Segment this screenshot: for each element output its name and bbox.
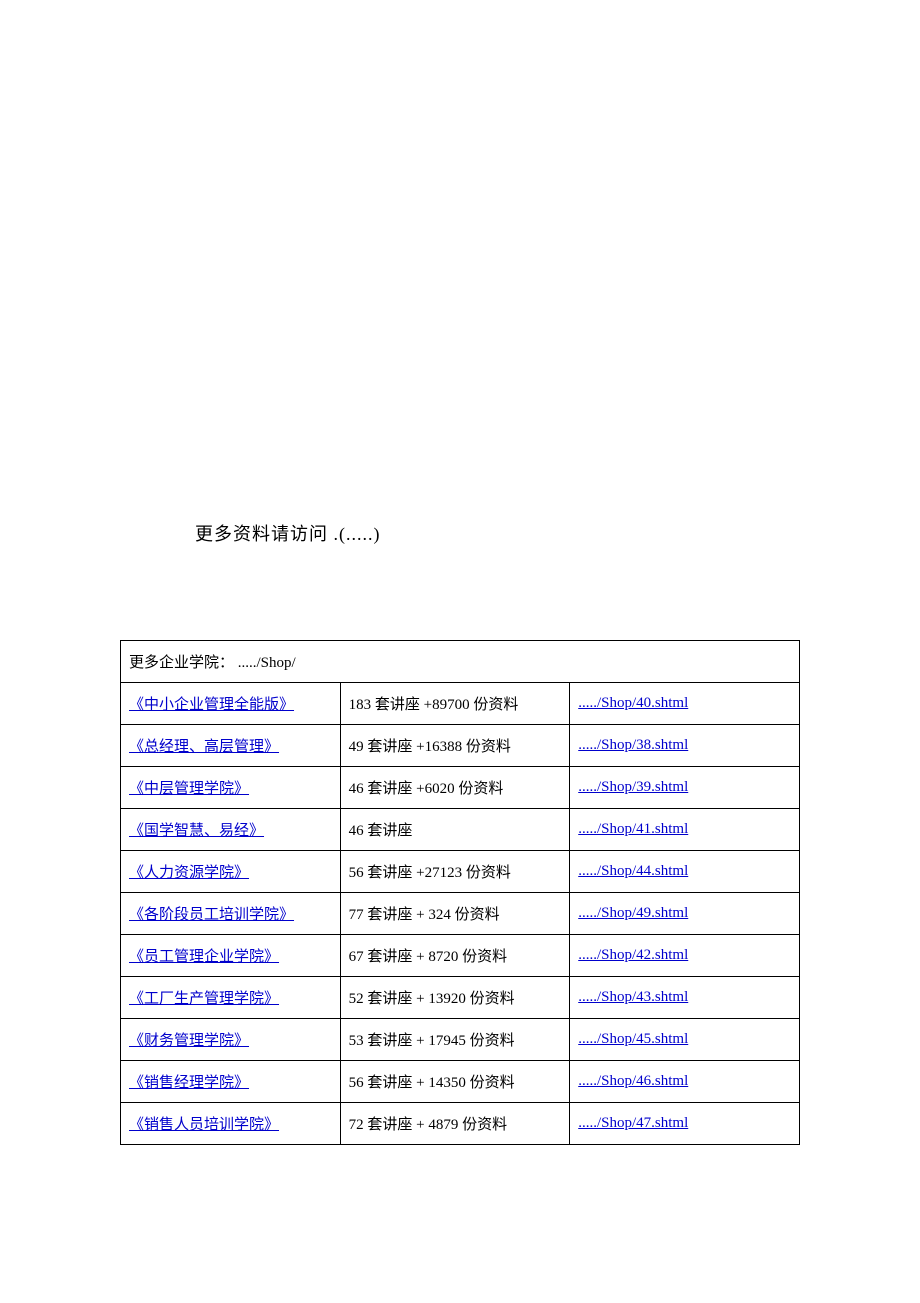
course-table-container: 更多企业学院： ...../Shop/ 《中小企业管理全能版》 183 套讲座 … [120, 640, 800, 1145]
url-link[interactable]: ...../Shop/49.shtml [578, 905, 688, 921]
course-name-cell: 《中层管理学院》 [121, 767, 341, 809]
course-url-cell: ...../Shop/49.shtml [570, 893, 800, 935]
course-url-cell: ...../Shop/47.shtml [570, 1103, 800, 1145]
table-header-row: 更多企业学院： ...../Shop/ [121, 641, 800, 683]
course-table: 更多企业学院： ...../Shop/ 《中小企业管理全能版》 183 套讲座 … [120, 640, 800, 1145]
table-row: 《员工管理企业学院》 67 套讲座 + 8720 份资料 ...../Shop/… [121, 935, 800, 977]
course-url-cell: ...../Shop/41.shtml [570, 809, 800, 851]
table-row: 《中层管理学院》 46 套讲座 +6020 份资料 ...../Shop/39.… [121, 767, 800, 809]
table-row: 《国学智慧、易经》 46 套讲座 ...../Shop/41.shtml [121, 809, 800, 851]
url-link[interactable]: ...../Shop/46.shtml [578, 1073, 688, 1089]
course-url-cell: ...../Shop/44.shtml [570, 851, 800, 893]
course-description-cell: 53 套讲座 + 17945 份资料 [340, 1019, 570, 1061]
course-link[interactable]: 《中小企业管理全能版》 [129, 697, 294, 713]
course-url-cell: ...../Shop/38.shtml [570, 725, 800, 767]
course-link[interactable]: 《总经理、高层管理》 [129, 739, 279, 755]
course-description-cell: 46 套讲座 +6020 份资料 [340, 767, 570, 809]
course-link[interactable]: 《中层管理学院》 [129, 781, 249, 797]
course-description-cell: 56 套讲座 +27123 份资料 [340, 851, 570, 893]
course-url-cell: ...../Shop/46.shtml [570, 1061, 800, 1103]
url-link[interactable]: ...../Shop/40.shtml [578, 695, 688, 711]
url-link[interactable]: ...../Shop/42.shtml [578, 947, 688, 963]
course-name-cell: 《销售人员培训学院》 [121, 1103, 341, 1145]
course-link[interactable]: 《财务管理学院》 [129, 1033, 249, 1049]
course-link[interactable]: 《各阶段员工培训学院》 [129, 907, 294, 923]
course-link[interactable]: 《销售人员培训学院》 [129, 1117, 279, 1133]
course-description-cell: 77 套讲座 + 324 份资料 [340, 893, 570, 935]
course-name-cell: 《总经理、高层管理》 [121, 725, 341, 767]
course-link[interactable]: 《工厂生产管理学院》 [129, 991, 279, 1007]
course-link[interactable]: 《人力资源学院》 [129, 865, 249, 881]
course-link[interactable]: 《销售经理学院》 [129, 1075, 249, 1091]
table-row: 《销售人员培训学院》 72 套讲座 + 4879 份资料 ...../Shop/… [121, 1103, 800, 1145]
course-description-cell: 183 套讲座 +89700 份资料 [340, 683, 570, 725]
table-row: 《财务管理学院》 53 套讲座 + 17945 份资料 ...../Shop/4… [121, 1019, 800, 1061]
course-name-cell: 《人力资源学院》 [121, 851, 341, 893]
course-link[interactable]: 《员工管理企业学院》 [129, 949, 279, 965]
course-description-cell: 72 套讲座 + 4879 份资料 [340, 1103, 570, 1145]
course-name-cell: 《财务管理学院》 [121, 1019, 341, 1061]
course-name-cell: 《中小企业管理全能版》 [121, 683, 341, 725]
url-link[interactable]: ...../Shop/45.shtml [578, 1031, 688, 1047]
course-name-cell: 《工厂生产管理学院》 [121, 977, 341, 1019]
table-header-cell: 更多企业学院： ...../Shop/ [121, 641, 800, 683]
course-description-cell: 49 套讲座 +16388 份资料 [340, 725, 570, 767]
url-link[interactable]: ...../Shop/43.shtml [578, 989, 688, 1005]
table-row: 《工厂生产管理学院》 52 套讲座 + 13920 份资料 ...../Shop… [121, 977, 800, 1019]
course-name-cell: 《国学智慧、易经》 [121, 809, 341, 851]
url-link[interactable]: ...../Shop/44.shtml [578, 863, 688, 879]
course-description-cell: 46 套讲座 [340, 809, 570, 851]
header-text: 更多资料请访问 .(.....) [195, 520, 381, 546]
course-url-cell: ...../Shop/42.shtml [570, 935, 800, 977]
table-body: 《中小企业管理全能版》 183 套讲座 +89700 份资料 ...../Sho… [121, 683, 800, 1145]
table-row: 《总经理、高层管理》 49 套讲座 +16388 份资料 ...../Shop/… [121, 725, 800, 767]
url-link[interactable]: ...../Shop/41.shtml [578, 821, 688, 837]
course-url-cell: ...../Shop/39.shtml [570, 767, 800, 809]
table-row: 《中小企业管理全能版》 183 套讲座 +89700 份资料 ...../Sho… [121, 683, 800, 725]
table-row: 《销售经理学院》 56 套讲座 + 14350 份资料 ...../Shop/4… [121, 1061, 800, 1103]
course-name-cell: 《员工管理企业学院》 [121, 935, 341, 977]
course-link[interactable]: 《国学智慧、易经》 [129, 823, 264, 839]
url-link[interactable]: ...../Shop/47.shtml [578, 1115, 688, 1131]
course-description-cell: 52 套讲座 + 13920 份资料 [340, 977, 570, 1019]
course-description-cell: 67 套讲座 + 8720 份资料 [340, 935, 570, 977]
course-url-cell: ...../Shop/45.shtml [570, 1019, 800, 1061]
table-row: 《人力资源学院》 56 套讲座 +27123 份资料 ...../Shop/44… [121, 851, 800, 893]
table-row: 《各阶段员工培训学院》 77 套讲座 + 324 份资料 ...../Shop/… [121, 893, 800, 935]
course-url-cell: ...../Shop/40.shtml [570, 683, 800, 725]
course-description-cell: 56 套讲座 + 14350 份资料 [340, 1061, 570, 1103]
course-name-cell: 《销售经理学院》 [121, 1061, 341, 1103]
url-link[interactable]: ...../Shop/39.shtml [578, 779, 688, 795]
course-name-cell: 《各阶段员工培训学院》 [121, 893, 341, 935]
course-url-cell: ...../Shop/43.shtml [570, 977, 800, 1019]
url-link[interactable]: ...../Shop/38.shtml [578, 737, 688, 753]
